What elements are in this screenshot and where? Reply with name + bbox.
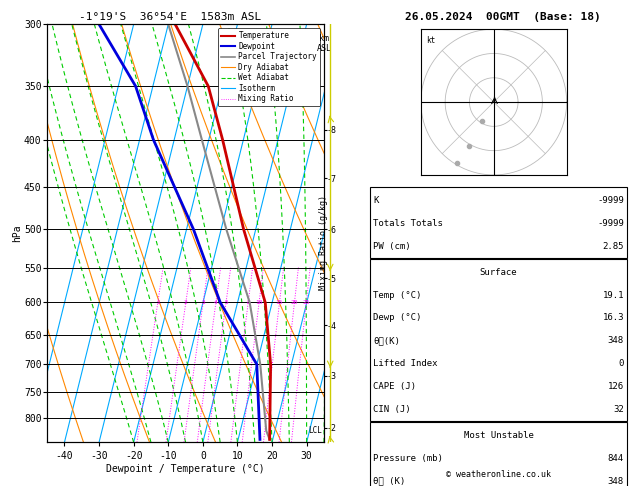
Text: -9999: -9999 <box>597 219 624 227</box>
Text: 2.85: 2.85 <box>603 242 624 250</box>
Text: 126: 126 <box>608 382 624 391</box>
Text: 2: 2 <box>184 300 187 305</box>
Text: θᴇ (K): θᴇ (K) <box>373 477 405 486</box>
Text: 0: 0 <box>618 359 624 368</box>
Text: CIN (J): CIN (J) <box>373 405 411 414</box>
Text: θᴇ(K): θᴇ(K) <box>373 336 400 345</box>
Text: 32: 32 <box>613 405 624 414</box>
Text: 19.1: 19.1 <box>603 291 624 299</box>
Text: Lifted Index: Lifted Index <box>373 359 438 368</box>
Text: km
ASL: km ASL <box>316 34 331 53</box>
Y-axis label: hPa: hPa <box>13 225 23 242</box>
Text: PW (cm): PW (cm) <box>373 242 411 250</box>
Text: Dewp (°C): Dewp (°C) <box>373 313 421 322</box>
Text: 15: 15 <box>276 300 283 305</box>
Text: 16.3: 16.3 <box>603 313 624 322</box>
Text: 844: 844 <box>608 454 624 463</box>
Text: 10: 10 <box>255 300 263 305</box>
Text: Pressure (mb): Pressure (mb) <box>373 454 443 463</box>
Text: Most Unstable: Most Unstable <box>464 431 533 440</box>
Text: 3: 3 <box>201 300 205 305</box>
Text: 25: 25 <box>303 300 310 305</box>
Text: 20: 20 <box>291 300 298 305</box>
Text: -9999: -9999 <box>597 196 624 205</box>
Legend: Temperature, Dewpoint, Parcel Trajectory, Dry Adiabat, Wet Adiabat, Isotherm, Mi: Temperature, Dewpoint, Parcel Trajectory… <box>218 28 320 106</box>
Text: 1: 1 <box>156 300 160 305</box>
Text: 26.05.2024  00GMT  (Base: 18): 26.05.2024 00GMT (Base: 18) <box>405 12 601 22</box>
Text: Temp (°C): Temp (°C) <box>373 291 421 299</box>
Text: 4: 4 <box>214 300 218 305</box>
Text: 8: 8 <box>247 300 250 305</box>
Text: CAPE (J): CAPE (J) <box>373 382 416 391</box>
Text: 348: 348 <box>608 477 624 486</box>
Text: Surface: Surface <box>480 268 517 277</box>
Text: © weatheronline.co.uk: © weatheronline.co.uk <box>446 469 551 479</box>
Text: 348: 348 <box>608 336 624 345</box>
Text: K: K <box>373 196 379 205</box>
Text: 5: 5 <box>224 300 228 305</box>
Text: -1°19'S  36°54'E  1583m ASL: -1°19'S 36°54'E 1583m ASL <box>79 12 261 22</box>
Text: kt: kt <box>426 36 435 46</box>
X-axis label: Dewpoint / Temperature (°C): Dewpoint / Temperature (°C) <box>106 464 265 474</box>
Text: Totals Totals: Totals Totals <box>373 219 443 227</box>
Text: Mixing Ratio (g/kg): Mixing Ratio (g/kg) <box>320 195 328 291</box>
Text: LCL: LCL <box>308 426 322 435</box>
